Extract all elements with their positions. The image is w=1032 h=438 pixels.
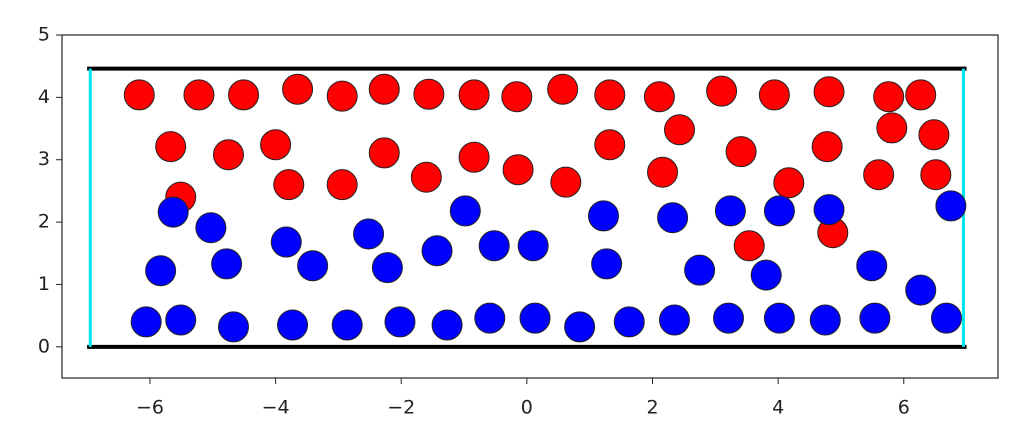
particle xyxy=(431,309,463,341)
particle xyxy=(458,79,490,111)
particle xyxy=(331,309,363,341)
particle xyxy=(212,139,244,171)
particle xyxy=(517,230,549,262)
particle xyxy=(856,250,888,282)
particle xyxy=(809,304,841,336)
y-tick-label: 4 xyxy=(38,86,50,108)
particle xyxy=(859,302,891,334)
particle xyxy=(326,169,358,201)
particle xyxy=(449,195,481,227)
particle xyxy=(758,79,790,111)
particle xyxy=(458,141,490,173)
particle xyxy=(733,230,765,262)
particle xyxy=(502,154,534,186)
particle xyxy=(647,156,679,188)
x-tick-label: 0 xyxy=(521,397,533,419)
particle xyxy=(713,302,745,334)
particle xyxy=(905,79,937,111)
particle xyxy=(613,306,645,338)
particle xyxy=(410,161,442,193)
particle xyxy=(725,136,757,168)
y-tick-label: 2 xyxy=(38,211,50,233)
particle xyxy=(478,230,510,262)
particle xyxy=(773,167,805,199)
particle xyxy=(130,306,162,338)
particle xyxy=(277,309,309,341)
particle xyxy=(211,248,243,280)
y-tick-label: 1 xyxy=(38,273,50,295)
particle xyxy=(657,202,689,234)
x-tick-label: 6 xyxy=(898,397,910,419)
particle xyxy=(811,131,843,163)
x-tick-label: −2 xyxy=(387,397,415,419)
particle xyxy=(157,196,189,228)
particle xyxy=(123,79,155,111)
particle xyxy=(763,302,795,334)
particle xyxy=(165,304,197,336)
particle xyxy=(353,218,385,250)
particle xyxy=(918,119,950,151)
particle xyxy=(750,259,782,291)
particle xyxy=(594,129,626,161)
particle xyxy=(550,166,582,198)
particle xyxy=(260,129,292,161)
particle xyxy=(282,73,314,105)
particle xyxy=(474,302,506,334)
x-tick-label: 4 xyxy=(772,397,784,419)
particle xyxy=(270,226,302,258)
particle xyxy=(658,304,690,336)
particle xyxy=(920,159,952,191)
particle xyxy=(643,81,675,113)
x-tick-label: −6 xyxy=(136,397,164,419)
y-tick-label: 0 xyxy=(38,335,50,357)
particle xyxy=(664,114,696,146)
particle xyxy=(368,73,400,105)
x-tick-label: 2 xyxy=(646,397,658,419)
particle xyxy=(273,169,305,201)
particle xyxy=(863,159,895,191)
particle xyxy=(706,75,738,107)
particle xyxy=(155,131,187,163)
particle xyxy=(684,254,716,286)
particle xyxy=(873,81,905,113)
particle xyxy=(368,137,400,169)
particle xyxy=(876,112,908,144)
particle xyxy=(326,80,358,112)
particle xyxy=(195,212,227,244)
particle xyxy=(714,195,746,227)
particle xyxy=(384,306,416,338)
particle xyxy=(930,302,962,334)
particle xyxy=(935,190,967,222)
particle xyxy=(564,311,596,343)
y-tick-label: 3 xyxy=(38,148,50,170)
particle xyxy=(183,79,215,111)
particle xyxy=(413,78,445,110)
particle xyxy=(145,255,177,287)
particle xyxy=(297,250,329,282)
particle xyxy=(591,248,623,280)
particle xyxy=(217,311,249,343)
particle xyxy=(501,81,533,113)
y-tick-label: 5 xyxy=(38,24,50,46)
particle xyxy=(547,73,579,105)
particle xyxy=(519,302,551,334)
particle xyxy=(421,235,453,267)
particle xyxy=(905,274,937,306)
particle xyxy=(813,194,845,226)
particle xyxy=(594,79,626,111)
particle xyxy=(371,252,403,284)
particle xyxy=(228,79,260,111)
particle xyxy=(587,200,619,232)
particle xyxy=(813,76,845,108)
x-tick-label: −4 xyxy=(262,397,290,419)
particle xyxy=(763,195,795,227)
